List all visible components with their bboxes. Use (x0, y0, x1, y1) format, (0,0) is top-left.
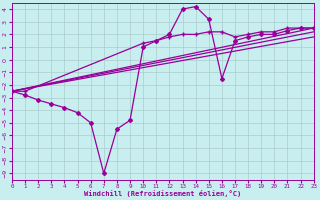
X-axis label: Windchill (Refroidissement éolien,°C): Windchill (Refroidissement éolien,°C) (84, 190, 242, 197)
